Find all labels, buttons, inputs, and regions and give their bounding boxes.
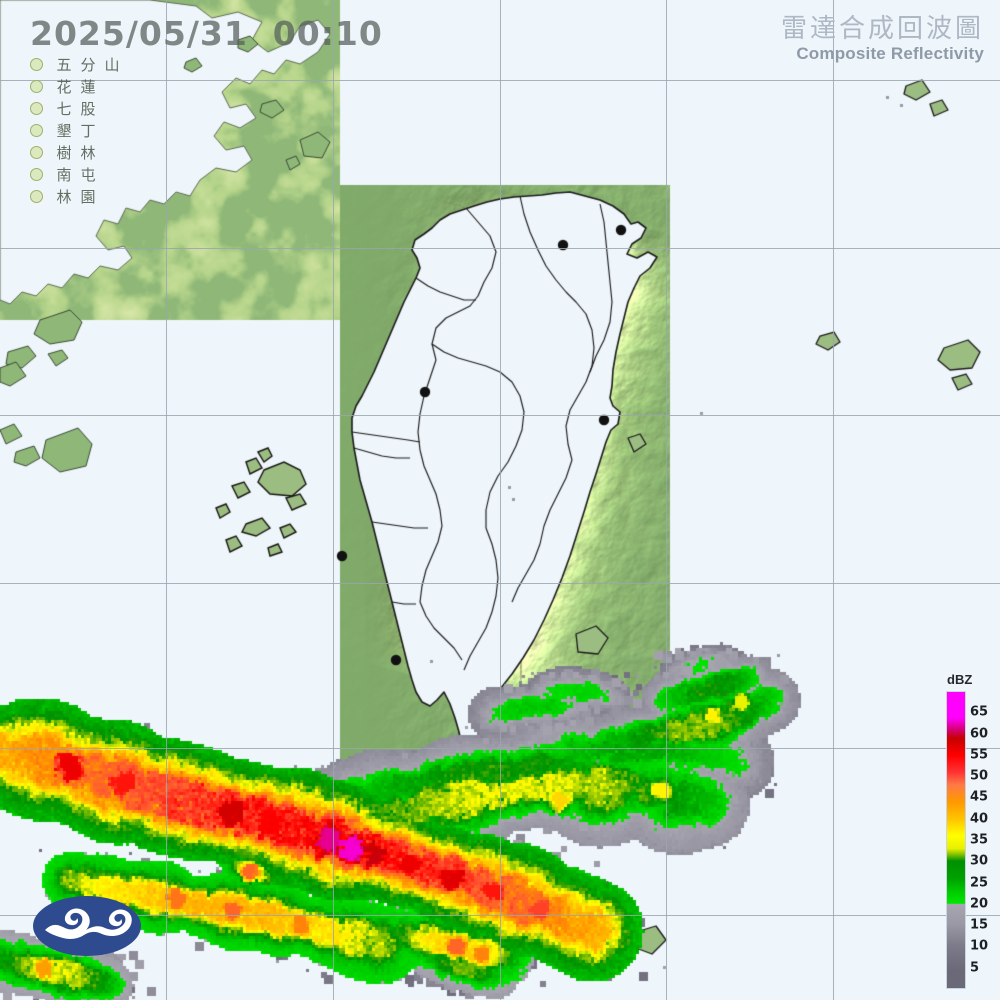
station-legend-item-cigu[interactable]: 七股 [30,98,124,118]
colorbar-tick-65: 65 [970,704,989,720]
colorbar-gradient [946,691,966,989]
cwa-logo[interactable] [32,895,142,957]
grid-line-vertical-4 [833,0,834,1000]
radar-station-legend: 五分山花蓮七股墾丁樹林南屯林園 [30,54,124,206]
station-legend-item-linyuan[interactable]: 林園 [30,186,124,206]
timestamp-label: 2025/05/31 00:10 [30,14,383,53]
station-legend-item-kenting[interactable]: 墾丁 [30,120,124,140]
colorbar-tick-50: 50 [970,768,989,784]
colorbar-tick-55: 55 [970,747,989,763]
station-legend-label: 五分山 [56,55,120,74]
station-legend-label: 林園 [56,187,96,206]
station-legend-item-shulin[interactable]: 樹林 [30,142,124,162]
station-legend-label: 南屯 [56,165,96,184]
station-legend-item-wufenshan[interactable]: 五分山 [30,54,124,74]
station-legend-label: 樹林 [56,143,96,162]
dbz-colorbar: dBZ 65 60 55 50 45 40 35 30 25 20 15 10 5 [944,672,998,994]
station-legend-item-hualien[interactable]: 花蓮 [30,76,124,96]
colorbar-tick-40: 40 [970,811,989,827]
station-legend-item-nantun[interactable]: 南屯 [30,164,124,184]
station-ring-icon [30,101,43,115]
title-block: 雷達合成回波圖 Composite Reflectivity [780,14,984,64]
colorbar-unit-label: dBZ [947,672,973,687]
station-legend-label: 墾丁 [56,121,96,140]
grid-line-vertical-3 [666,0,667,1000]
colorbar-tick-5: 5 [970,960,980,976]
station-legend-label: 七股 [56,99,96,118]
colorbar-body: 65 60 55 50 45 40 35 30 25 20 15 10 5 [944,691,998,989]
station-ring-icon [30,145,43,159]
colorbar-tick-25: 25 [970,875,989,891]
colorbar-tick-35: 35 [970,832,989,848]
colorbar-tick-10: 10 [970,938,989,954]
station-ring-icon [30,189,43,203]
station-ring-icon [30,57,43,71]
page-title-zh: 雷達合成回波圖 [780,14,984,44]
colorbar-tick-45: 45 [970,789,989,805]
grid-line-vertical-0 [166,0,167,1000]
station-ring-icon [30,123,43,137]
cwa-logo-icon [33,896,141,956]
colorbar-tick-20: 20 [970,896,989,912]
station-legend-label: 花蓮 [56,77,96,96]
colorbar-tick-labels: 65 60 55 50 45 40 35 30 25 20 15 10 5 [970,691,998,989]
station-ring-icon [30,167,43,181]
grid-line-vertical-1 [333,0,334,1000]
page-title-en: Composite Reflectivity [796,44,984,64]
colorbar-tick-15: 15 [970,917,989,933]
colorbar-tick-60: 60 [970,726,989,742]
grid-line-vertical-2 [500,0,501,1000]
station-ring-icon [30,79,43,93]
colorbar-tick-30: 30 [970,853,989,869]
